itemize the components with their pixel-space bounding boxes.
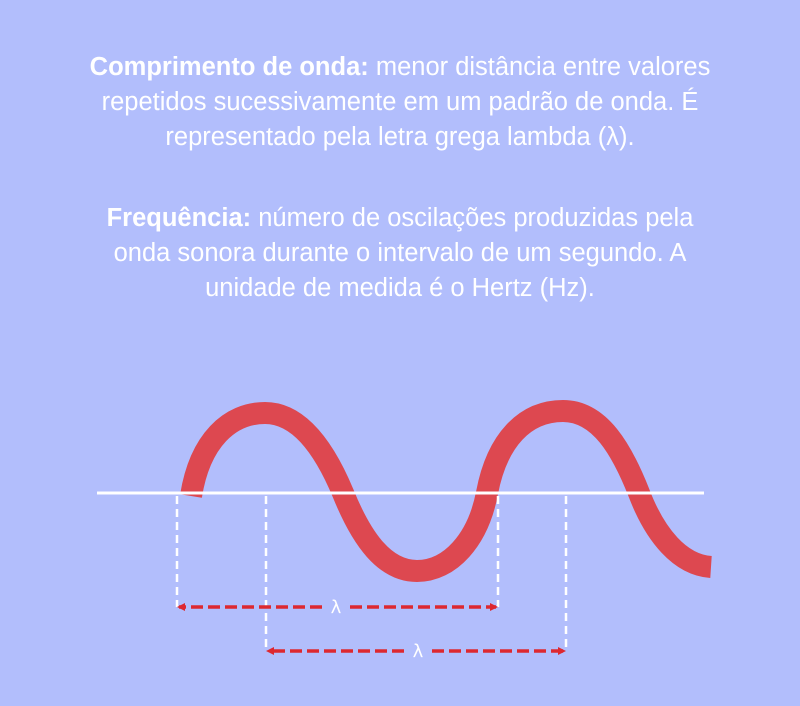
sound-wave — [180, 399, 713, 583]
wavelength-text-line-3: representado pela letra grega lambda (λ)… — [165, 123, 635, 151]
wavelength-definition: Comprimento de onda: menor distância ent… — [0, 50, 800, 155]
lambda-label-1: λ — [331, 597, 342, 618]
frequency-text-line-1: número de oscilações produzidas pela — [251, 204, 694, 232]
frequency-text-line-2: onda sonora durante o intervalo de um se… — [113, 239, 687, 267]
wavelength-term: Comprimento de onda: — [89, 53, 369, 81]
wavelength-text-line-2: repetidos sucessivamente em um padrão de… — [101, 88, 699, 116]
wavelength-text-line-1: menor distância entre valores — [368, 53, 711, 81]
lambda-label-2: λ — [413, 641, 424, 662]
frequency-definition: Frequência: número de oscilações produzi… — [0, 201, 800, 306]
frequency-text-line-3: unidade de medida é o Hertz (Hz). — [205, 274, 595, 302]
frequency-term: Frequência: — [106, 204, 252, 232]
